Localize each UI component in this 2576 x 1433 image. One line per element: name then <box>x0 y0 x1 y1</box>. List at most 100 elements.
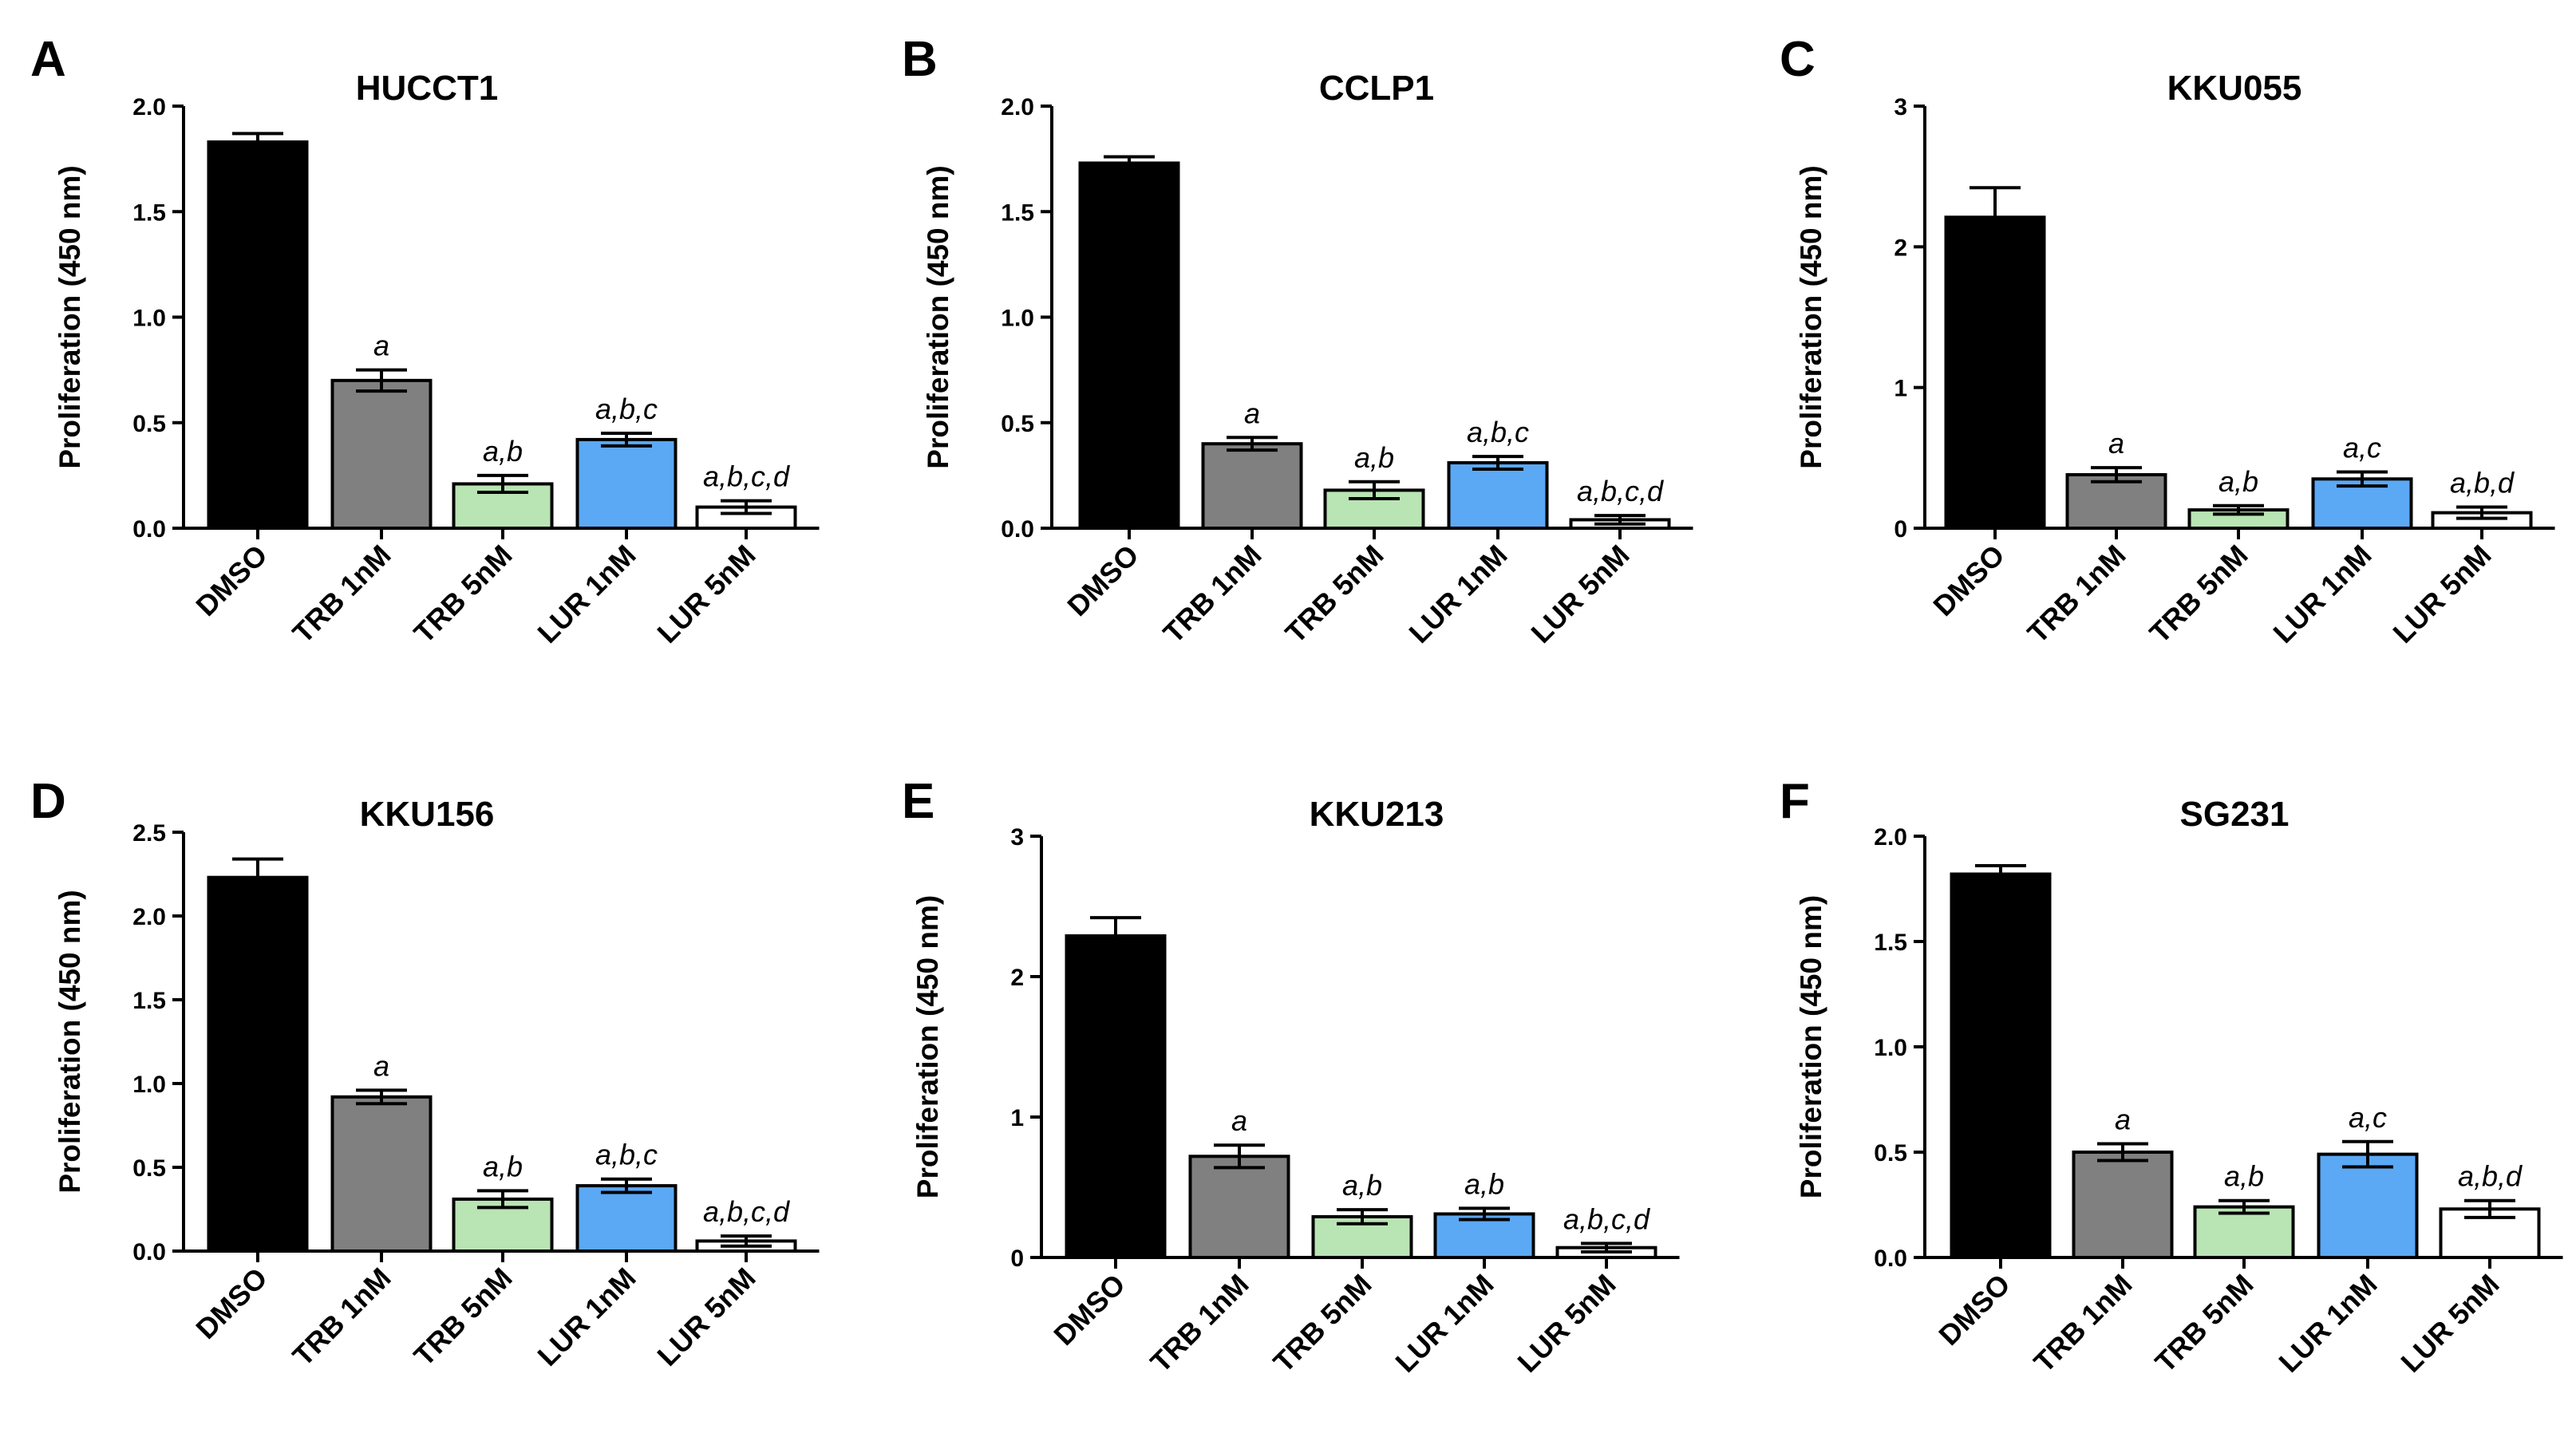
x-category-label: LUR 1nM <box>531 539 642 649</box>
panel-letter: D <box>30 774 66 829</box>
y-tick-label: 2.0 <box>1874 824 1907 851</box>
y-tick-label: 1.5 <box>1001 199 1034 226</box>
significance-label: a,b <box>1342 1169 1382 1202</box>
bar-trb-5nm <box>2193 1205 2295 1260</box>
y-tick-label: 2.0 <box>132 904 166 930</box>
y-tick-label: 0.5 <box>1001 411 1034 437</box>
y-tick-label: 0.0 <box>1874 1245 1907 1272</box>
bar-trb-1nm <box>330 378 433 530</box>
x-category-label: LUR 1nM <box>1402 539 1513 649</box>
y-tick-label: 1.0 <box>1874 1035 1907 1061</box>
bar-trb-1nm <box>1188 1155 1290 1260</box>
significance-label: a <box>373 1049 389 1082</box>
y-tick-label: 0.0 <box>1001 516 1034 543</box>
x-category-label: DMSO <box>1926 539 2010 622</box>
y-tick-label: 2 <box>1894 235 1907 261</box>
y-axis-label: Proliferation (450 nm) <box>53 165 86 468</box>
panel-letter: C <box>1780 32 1815 87</box>
y-tick-label: 3 <box>1894 94 1907 120</box>
x-category-label: LUR 5nM <box>1524 539 1635 649</box>
x-category-label: LUR 5nM <box>1511 1268 1622 1379</box>
significance-label: a,b,c <box>1467 416 1529 448</box>
x-category-label: TRB 5nM <box>1266 1268 1377 1379</box>
chart-panel-c: C KKU055 Proliferation (450 nm) 0 1 2 3 DMSO a TR… <box>1780 32 2555 649</box>
y-axis-label: Proliferation (450 nm) <box>922 165 954 468</box>
x-category-label: LUR 5nM <box>2386 539 2497 649</box>
x-category-label: DMSO <box>1047 1268 1131 1352</box>
bar-dmso <box>1950 872 2052 1260</box>
y-tick-label: 1.0 <box>132 306 166 332</box>
significance-label: a <box>2115 1103 2131 1135</box>
chart-panel-d: D KKU156 Proliferation (450 nm) 0.0 0.5 1.0 1.… <box>30 774 820 1372</box>
x-category-label: LUR 1nM <box>531 1261 642 1372</box>
bar-lur-1nm <box>2317 1152 2419 1260</box>
y-tick-label: 0.5 <box>132 411 166 437</box>
x-category-label: LUR 1nM <box>2266 539 2377 649</box>
bar-lur-1nm <box>575 437 678 530</box>
x-category-label: TRB 1nM <box>1144 1268 1254 1379</box>
bar-lur-1nm <box>1447 461 1549 531</box>
significance-label: a <box>373 330 389 362</box>
bar-dmso <box>1078 161 1180 530</box>
x-category-label: TRB 5nM <box>407 539 518 649</box>
x-category-label: TRB 1nM <box>286 1261 397 1372</box>
x-category-label: LUR 5nM <box>650 539 761 649</box>
x-category-label: DMSO <box>1061 539 1144 622</box>
bar-dmso <box>1065 934 1167 1259</box>
chart-title: CCLP1 <box>1319 69 1434 108</box>
y-tick-label: 3 <box>1010 824 1024 851</box>
bar-lur-1nm <box>575 1184 678 1253</box>
significance-label: a,b <box>483 435 523 468</box>
chart-title: KKU213 <box>1310 795 1444 834</box>
chart-title: SG231 <box>2180 795 2290 834</box>
x-category-label: LUR 5nM <box>2394 1268 2505 1379</box>
bar-dmso <box>207 875 309 1253</box>
significance-label: a,b,c <box>595 393 658 425</box>
y-tick-label: 1 <box>1010 1105 1024 1131</box>
x-category-label: TRB 1nM <box>286 539 397 649</box>
x-category-label: TRB 5nM <box>1278 539 1389 649</box>
bar-trb-1nm <box>330 1095 433 1253</box>
x-category-label: TRB 1nM <box>1156 539 1267 649</box>
y-tick-label: 0.5 <box>1874 1140 1907 1167</box>
x-category-label: LUR 1nM <box>1389 1268 1499 1379</box>
significance-label: a,b <box>1464 1167 1504 1200</box>
y-tick-label: 1 <box>1894 376 1907 402</box>
y-tick-label: 0.0 <box>132 1239 166 1265</box>
significance-label: a,b,c <box>595 1139 658 1171</box>
chart-title: KKU156 <box>360 795 495 834</box>
significance-label: a,b <box>1354 441 1394 474</box>
chart-panel-e: E KKU213 Proliferation (450 nm) 0 1 2 3 DMSO a TR… <box>902 774 1680 1379</box>
y-tick-label: 2.5 <box>132 820 166 847</box>
chart-panel-a: A HUCCT1 Proliferation (450 nm) 0.0 0.5 1.0 1.… <box>30 32 820 649</box>
significance-label: a,b,d <box>2458 1160 2523 1193</box>
y-axis-label: Proliferation (450 nm) <box>53 890 86 1193</box>
y-tick-label: 2.0 <box>132 94 166 120</box>
panel-letter: B <box>902 32 938 87</box>
significance-label: a <box>1244 397 1260 429</box>
significance-label: a,b,d <box>2450 467 2515 499</box>
y-tick-label: 1.5 <box>132 199 166 226</box>
significance-label: a,b <box>2218 465 2258 498</box>
y-tick-label: 1.0 <box>1001 306 1034 332</box>
y-tick-label: 2 <box>1010 965 1024 991</box>
x-category-label: LUR 5nM <box>650 1261 761 1372</box>
significance-label: a <box>2108 427 2124 460</box>
chart-title: KKU055 <box>2167 69 2302 108</box>
significance-label: a,b,c,d <box>1577 475 1664 507</box>
y-tick-label: 0.0 <box>132 516 166 543</box>
significance-label: a <box>1231 1104 1247 1137</box>
chart-title: HUCCT1 <box>356 69 498 108</box>
x-category-label: DMSO <box>1932 1268 2016 1352</box>
y-tick-label: 0 <box>1894 516 1907 543</box>
x-category-label: LUR 1nM <box>2272 1268 2383 1379</box>
bar-trb-1nm <box>2072 1151 2174 1259</box>
x-category-label: TRB 5nM <box>2148 1268 2259 1379</box>
x-category-label: TRB 5nM <box>407 1261 518 1372</box>
panel-letter: F <box>1780 774 1810 829</box>
y-tick-label: 1.0 <box>132 1072 166 1098</box>
bar-dmso <box>1944 215 2046 530</box>
significance-label: a,b <box>2224 1160 2264 1193</box>
x-category-label: TRB 1nM <box>2027 1268 2138 1379</box>
